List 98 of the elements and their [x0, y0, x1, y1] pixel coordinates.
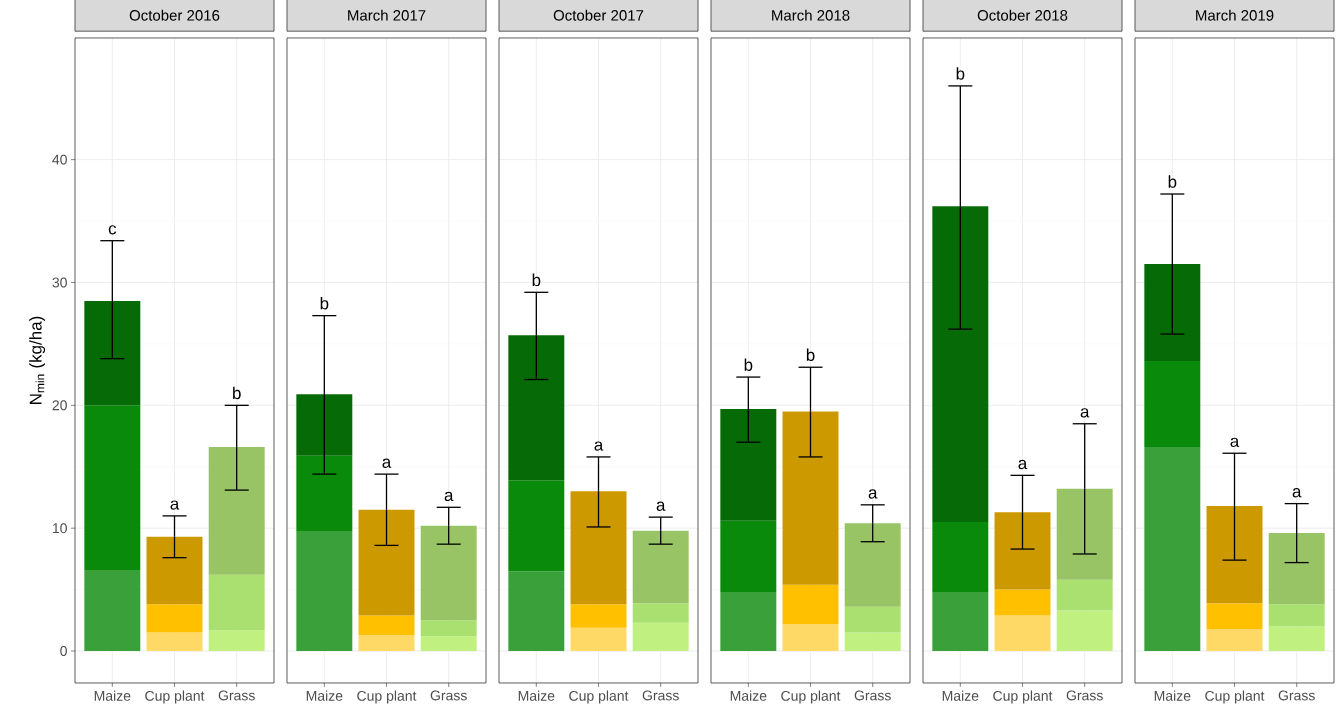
annotation: b [806, 348, 815, 362]
bar [508, 480, 565, 572]
bar [782, 584, 839, 625]
bar [1206, 628, 1263, 652]
bar [146, 604, 203, 633]
bar [84, 569, 141, 652]
y-tick-label: 20 [52, 400, 67, 411]
x-tick-label: Cup plant [357, 690, 417, 704]
x-tick-label: Grass [854, 690, 891, 701]
bar [932, 206, 989, 523]
annotation: a [1018, 459, 1028, 470]
bar [1056, 579, 1113, 611]
bar [1144, 447, 1201, 652]
bar [1268, 604, 1325, 627]
annotation: c [108, 225, 117, 235]
bar [570, 604, 627, 628]
annotation: a [170, 500, 180, 510]
bar [782, 624, 839, 652]
chart-title: March 2017 [348, 9, 426, 21]
x-tick-label: Maize [1154, 690, 1191, 701]
bar [632, 603, 689, 623]
annotation: b [233, 386, 241, 400]
bar [296, 455, 353, 532]
x-tick-label: Cup plant [781, 690, 841, 704]
annotation: a [444, 491, 454, 502]
annotation: a [656, 501, 666, 511]
bar [296, 531, 353, 652]
x-tick-label: Cup plant [993, 690, 1053, 704]
annotation: a [382, 458, 392, 468]
x-tick-label: Maize [518, 690, 555, 701]
x-tick-label: Maize [942, 690, 979, 701]
x-tick-label: Grass [642, 690, 679, 701]
bar [208, 630, 265, 652]
bar [508, 571, 565, 652]
bar [844, 632, 901, 652]
chart-title: October 2017 [553, 9, 644, 21]
y-tick-label: 30 [52, 277, 67, 288]
x-tick-label: Maize [94, 690, 131, 701]
bar [570, 491, 627, 605]
x-tick-label: Grass [1066, 690, 1103, 701]
annotation: a [1230, 437, 1240, 448]
bar [208, 447, 265, 575]
bar [720, 592, 777, 652]
bar [570, 627, 627, 652]
x-tick-label: Grass [1278, 690, 1315, 701]
bar [146, 536, 203, 605]
bar [84, 405, 141, 570]
x-tick-label: Maize [306, 690, 343, 701]
bar [994, 615, 1051, 652]
bar [994, 512, 1051, 590]
x-tick-label: Cup plant [145, 690, 205, 704]
bar [146, 632, 203, 652]
x-tick-label: Grass [430, 690, 467, 701]
bar [358, 635, 415, 652]
bar [508, 335, 565, 481]
y-tick-label: 0 [60, 646, 67, 656]
bar [296, 394, 353, 456]
annotation: a [1080, 408, 1090, 418]
annotation: b [532, 273, 541, 287]
chart-title: October 2018 [977, 9, 1068, 21]
chart-title: October 2016 [129, 9, 220, 21]
annotation: b [744, 358, 753, 371]
bar [844, 606, 901, 633]
bar [720, 409, 777, 521]
chart-title: March 2018 [772, 9, 850, 21]
annotation: b [956, 67, 965, 80]
bar [1056, 610, 1113, 652]
bar [632, 622, 689, 652]
bar [1268, 626, 1325, 652]
y-tick-label: 40 [52, 154, 67, 165]
bar [844, 523, 901, 607]
bar [420, 525, 477, 621]
x-tick-label: Maize [730, 690, 767, 701]
annotation: a [1292, 488, 1302, 498]
annotation: b [1168, 175, 1177, 188]
bar [632, 530, 689, 604]
y-tick-label: 10 [52, 523, 67, 534]
bar [932, 522, 989, 593]
chart-title: March 2019 [1196, 9, 1274, 21]
annotation: a [868, 489, 878, 499]
bar [994, 589, 1051, 616]
annotation: a [594, 441, 604, 451]
x-tick-label: Cup plant [1205, 690, 1265, 704]
bar [1144, 361, 1201, 448]
x-tick-label: Cup plant [569, 690, 629, 704]
bar [932, 592, 989, 652]
bar [420, 636, 477, 652]
x-tick-label: Grass [218, 690, 255, 701]
y-axis-title: N$_{min}$ (kg/ha) [29, 316, 46, 404]
bar [420, 620, 477, 637]
bar [1206, 603, 1263, 629]
annotation: b [320, 296, 329, 310]
bar [358, 615, 415, 636]
bar [1268, 533, 1325, 605]
bar [208, 574, 265, 631]
bar [782, 411, 839, 585]
bar [720, 520, 777, 593]
bar [358, 509, 415, 616]
